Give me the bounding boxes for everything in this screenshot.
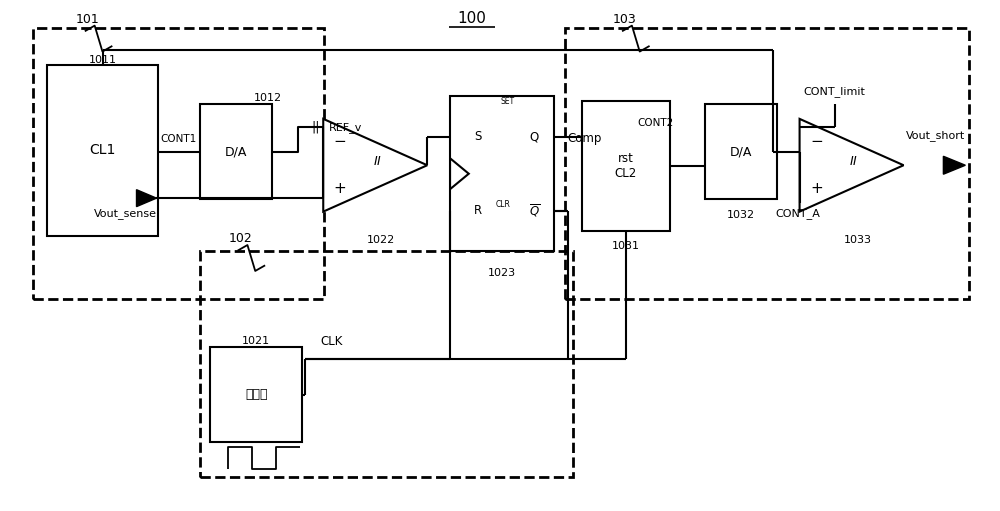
Text: 计时器: 计时器 — [245, 388, 268, 401]
Bar — [210, 347, 302, 443]
Text: 1033: 1033 — [844, 235, 872, 245]
Text: 102: 102 — [228, 231, 252, 245]
Text: Vout_sense: Vout_sense — [94, 207, 157, 219]
Text: 1032: 1032 — [727, 210, 755, 220]
Bar — [582, 101, 670, 231]
Polygon shape — [800, 119, 904, 212]
Text: −: − — [334, 134, 347, 149]
Text: 103: 103 — [613, 13, 637, 26]
Text: $\mathit{II}$: $\mathit{II}$ — [373, 155, 382, 168]
Text: 1031: 1031 — [612, 241, 640, 251]
Text: 1021: 1021 — [242, 336, 270, 346]
Text: +: + — [810, 181, 823, 196]
Bar — [565, 28, 969, 299]
Text: Vout_short: Vout_short — [905, 130, 965, 141]
Text: Comp: Comp — [567, 132, 601, 145]
Text: CONT_A: CONT_A — [775, 207, 820, 219]
Text: SET: SET — [500, 97, 514, 106]
Text: REF_v: REF_v — [329, 122, 363, 133]
Text: CLR: CLR — [496, 200, 511, 209]
Polygon shape — [137, 190, 156, 206]
Text: D/A: D/A — [225, 146, 248, 159]
Text: CONT1: CONT1 — [160, 134, 197, 144]
Text: −: − — [810, 134, 823, 149]
Bar — [33, 28, 324, 299]
Text: $\overline{Q}$: $\overline{Q}$ — [529, 202, 540, 219]
Text: +: + — [334, 181, 347, 196]
Polygon shape — [323, 119, 427, 212]
Bar — [47, 64, 158, 236]
Text: rst
CL2: rst CL2 — [615, 152, 637, 180]
Text: 100: 100 — [458, 11, 486, 26]
Text: 101: 101 — [76, 13, 99, 26]
Polygon shape — [943, 156, 965, 174]
Text: CLK: CLK — [320, 335, 343, 349]
Bar — [450, 97, 554, 251]
Text: 1023: 1023 — [488, 268, 516, 278]
Text: $\mathit{II}$: $\mathit{II}$ — [849, 155, 858, 168]
Text: CL1: CL1 — [89, 143, 116, 157]
Text: S: S — [474, 130, 481, 143]
Text: CONT2: CONT2 — [638, 119, 674, 128]
Text: 1012: 1012 — [253, 94, 281, 103]
Text: D/A: D/A — [729, 146, 752, 159]
Bar — [200, 104, 272, 199]
Bar — [705, 104, 777, 199]
Text: 1011: 1011 — [89, 55, 117, 64]
Text: R: R — [474, 204, 482, 217]
Text: 1022: 1022 — [367, 235, 395, 245]
Text: ||: || — [311, 121, 320, 134]
Text: CONT_limit: CONT_limit — [804, 86, 865, 97]
Bar — [200, 251, 573, 477]
Polygon shape — [450, 158, 469, 189]
Text: Q: Q — [529, 130, 538, 143]
